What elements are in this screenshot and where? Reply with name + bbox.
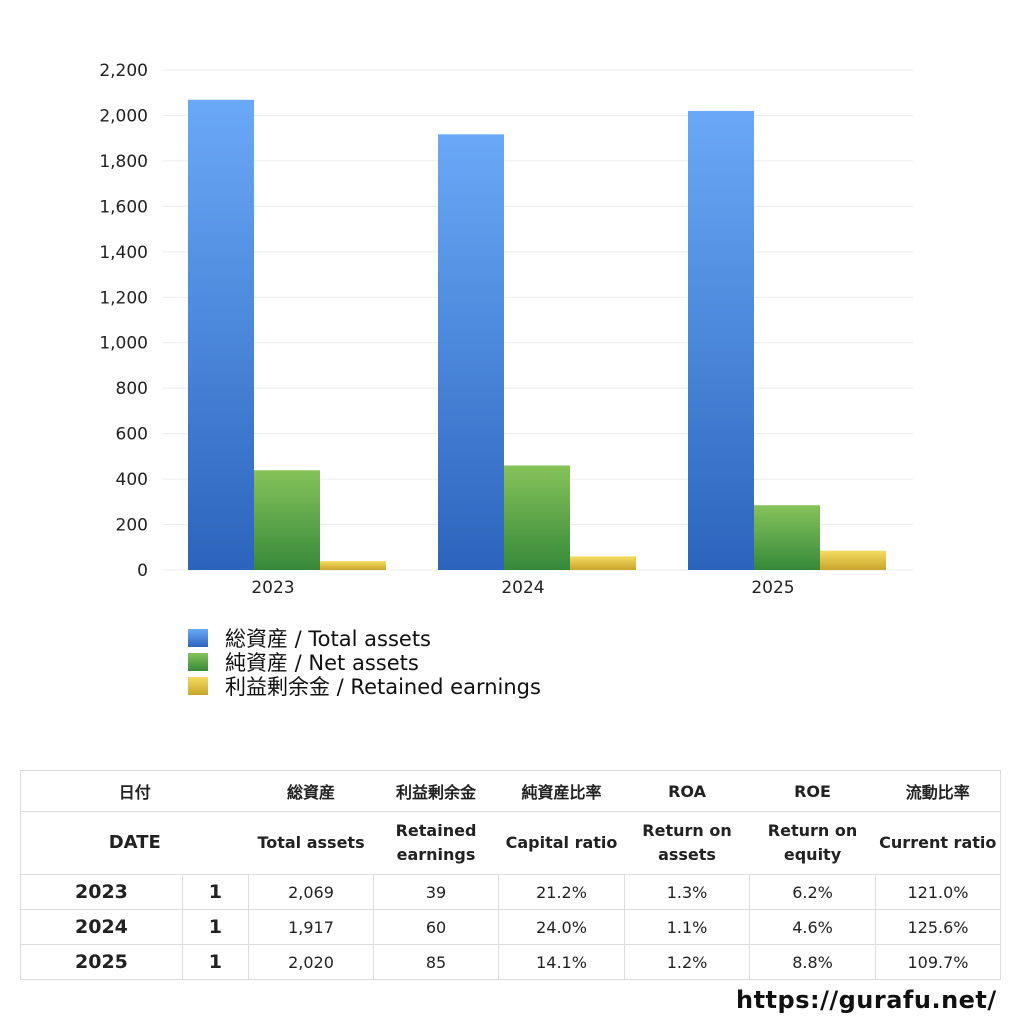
legend-swatch-retained-earnings: [188, 677, 208, 695]
header-roa-line2: assets: [658, 845, 716, 864]
table-header-jp: 日付 総資産 利益剰余金 純資産比率 ROA ROE 流動比率: [19, 770, 1002, 812]
bar-total-assets: [438, 134, 504, 570]
chart-legend: 総資産 / Total assets 純資産 / Net assets 利益剰余…: [188, 626, 541, 699]
y-tick-label: 2,000: [99, 106, 148, 126]
row-total-assets: 1,917: [248, 909, 375, 945]
row-current: 121.0%: [875, 874, 1002, 910]
bar-retained-earnings: [320, 561, 386, 570]
row-year: 2024: [20, 909, 183, 945]
y-tick-label: 0: [137, 561, 148, 581]
legend-item-total-assets: 総資産 / Total assets: [188, 626, 541, 651]
y-tick-label: 1,200: [99, 288, 148, 308]
bar-retained-earnings: [820, 550, 886, 570]
header-roe-en: Return on equity: [749, 811, 876, 875]
financial-table: 日付 総資産 利益剰余金 純資産比率 ROA ROE 流動比率 DATE Tot…: [19, 770, 1002, 980]
row-roa: 1.3%: [624, 874, 751, 910]
header-date-en: DATE: [19, 811, 249, 875]
header-total-assets-jp: 総資産: [248, 770, 374, 812]
y-axis-ticks: 0 200 400 600 800 1,000 1,200 1,400 1,600 1,800 2,…: [99, 61, 148, 581]
x-tick-label: 2024: [501, 578, 544, 598]
x-tick-label: 2023: [251, 578, 294, 598]
table-header-en: DATE Total assets Retained earnings Capit…: [19, 811, 1002, 875]
y-tick-label: 600: [116, 425, 148, 445]
legend-label: 総資産 / Total assets: [225, 627, 431, 651]
row-month: 1: [181, 909, 250, 945]
bar-chart: 0 200 400 600 800 1,000 1,200 1,400 1,600 1,800 2,…: [99, 61, 913, 598]
header-roa-en: Return on assets: [624, 811, 750, 875]
legend-label: 純資産 / Net assets: [225, 651, 419, 675]
header-retained-line2: earnings: [396, 845, 476, 864]
header-current-jp: 流動比率: [875, 770, 1002, 812]
y-tick-label: 1,400: [99, 243, 148, 263]
y-tick-label: 1,000: [99, 334, 148, 354]
y-tick-label: 1,800: [99, 152, 148, 172]
row-roe: 8.8%: [749, 944, 877, 980]
bars: [188, 99, 886, 570]
y-tick-label: 200: [116, 516, 148, 536]
y-tick-label: 2,200: [99, 61, 148, 81]
row-roe: 4.6%: [749, 909, 877, 945]
row-current: 109.7%: [875, 944, 1002, 980]
legend-item-net-assets: 純資産 / Net assets: [188, 650, 541, 675]
header-retained-jp: 利益剰余金: [373, 770, 499, 812]
header-roe-jp: ROE: [749, 770, 876, 812]
bar-retained-earnings: [570, 556, 636, 570]
row-capital: 14.1%: [498, 944, 626, 980]
legend-swatch-total-assets: [188, 629, 208, 647]
x-axis-ticks: 2023 2024 2025: [251, 578, 794, 598]
row-month: 1: [181, 874, 250, 910]
bar-net-assets: [754, 505, 820, 570]
bar-net-assets: [504, 465, 570, 570]
table-row: 2023 1 2,069 39 21.2% 1.3% 6.2% 121.0%: [20, 874, 1002, 910]
header-retained-en: Retained earnings: [373, 811, 499, 875]
table-row: 2025 1 2,020 85 14.1% 1.2% 8.8% 109.7%: [20, 944, 1002, 980]
row-current: 125.6%: [875, 909, 1002, 945]
header-roa-line1: Return on: [642, 821, 732, 840]
row-retained: 39: [373, 874, 500, 910]
row-year: 2025: [20, 944, 183, 980]
row-capital: 24.0%: [498, 909, 626, 945]
row-capital: 21.2%: [498, 874, 626, 910]
row-retained: 60: [373, 909, 500, 945]
row-roa: 1.1%: [624, 909, 751, 945]
row-month: 1: [181, 944, 250, 980]
site-url[interactable]: https://gurafu.net/: [736, 986, 997, 1014]
row-roa: 1.2%: [624, 944, 751, 980]
table-row: 2024 1 1,917 60 24.0% 1.1% 4.6% 125.6%: [20, 909, 1002, 945]
bar-total-assets: [688, 110, 754, 570]
legend-item-retained-earnings: 利益剰余金 / Retained earnings: [188, 674, 541, 699]
legend-label: 利益剰余金 / Retained earnings: [225, 675, 541, 699]
row-year: 2023: [20, 874, 183, 910]
row-total-assets: 2,020: [248, 944, 375, 980]
row-roe: 6.2%: [749, 874, 877, 910]
header-current-en: Current ratio: [875, 811, 1002, 875]
header-capital-en: Capital ratio: [498, 811, 625, 875]
header-roe-line2: equity: [783, 845, 842, 864]
y-tick-label: 400: [116, 470, 148, 490]
y-tick-label: 1,600: [99, 197, 148, 217]
row-retained: 85: [373, 944, 500, 980]
header-date-jp: 日付: [19, 770, 249, 812]
bar-net-assets: [254, 470, 320, 570]
header-retained-line1: Retained: [395, 821, 477, 840]
legend-swatch-net-assets: [188, 653, 208, 671]
y-tick-label: 800: [116, 379, 148, 399]
header-roa-jp: ROA: [624, 770, 750, 812]
header-total-assets-en: Total assets: [248, 811, 374, 875]
header-capital-jp: 純資産比率: [498, 770, 625, 812]
header-roe-line1: Return on: [767, 821, 858, 840]
x-tick-label: 2025: [751, 578, 794, 598]
row-total-assets: 2,069: [248, 874, 375, 910]
bar-total-assets: [188, 99, 254, 570]
